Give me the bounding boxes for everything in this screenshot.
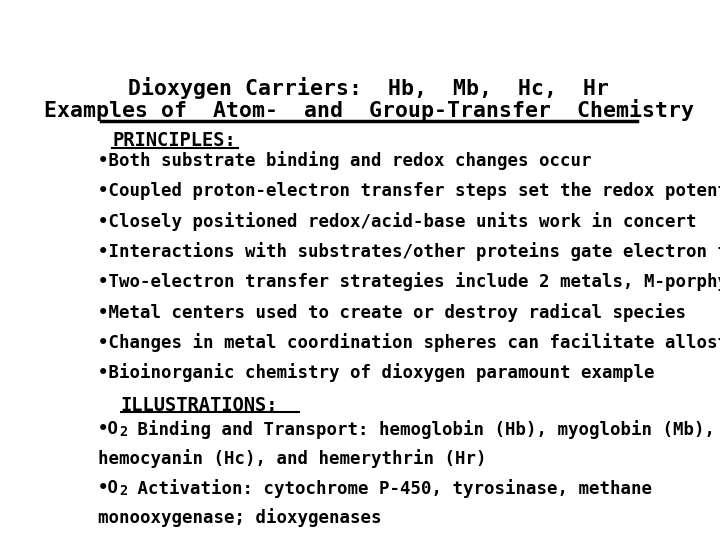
- Text: PRINCIPLES:: PRINCIPLES:: [112, 131, 236, 150]
- Text: monooxygenase; dioxygenases: monooxygenase; dioxygenases: [99, 509, 382, 528]
- Text: Binding and Transport: hemoglobin (Hb), myoglobin (Mb),: Binding and Transport: hemoglobin (Hb), …: [127, 420, 716, 439]
- Text: 2: 2: [120, 484, 127, 498]
- Text: ILLUSTRATIONS:: ILLUSTRATIONS:: [121, 396, 278, 415]
- Text: •Coupled proton-electron transfer steps set the redox potentials: •Coupled proton-electron transfer steps …: [99, 181, 720, 200]
- Text: Activation: cytochrome P-450, tyrosinase, methane: Activation: cytochrome P-450, tyrosinase…: [127, 479, 652, 498]
- Text: •Metal centers used to create or destroy radical species: •Metal centers used to create or destroy…: [99, 302, 686, 322]
- Text: Dioxygen Carriers:  Hb,  Mb,  Hc,  Hr: Dioxygen Carriers: Hb, Mb, Hc, Hr: [128, 77, 610, 99]
- Text: hemocyanin (Hc), and hemerythrin (Hr): hemocyanin (Hc), and hemerythrin (Hr): [99, 449, 487, 468]
- Text: •Both substrate binding and redox changes occur: •Both substrate binding and redox change…: [99, 151, 592, 170]
- Text: •Two-electron transfer strategies include 2 metals, M-porphyrins: •Two-electron transfer strategies includ…: [99, 272, 720, 291]
- Text: •Closely positioned redox/acid-base units work in concert: •Closely positioned redox/acid-base unit…: [99, 212, 697, 231]
- Text: •Changes in metal coordination spheres can facilitate allostery: •Changes in metal coordination spheres c…: [99, 333, 720, 352]
- Text: •Interactions with substrates/other proteins gate electron transfer: •Interactions with substrates/other prot…: [99, 242, 720, 261]
- Text: •O: •O: [99, 479, 120, 497]
- Text: Examples of  Atom-  and  Group-Transfer  Chemistry: Examples of Atom- and Group-Transfer Che…: [44, 99, 694, 121]
- Text: 2: 2: [120, 426, 127, 440]
- Text: •O: •O: [99, 420, 120, 438]
- Text: •Bioinorganic chemistry of dioxygen paramount example: •Bioinorganic chemistry of dioxygen para…: [99, 363, 655, 382]
